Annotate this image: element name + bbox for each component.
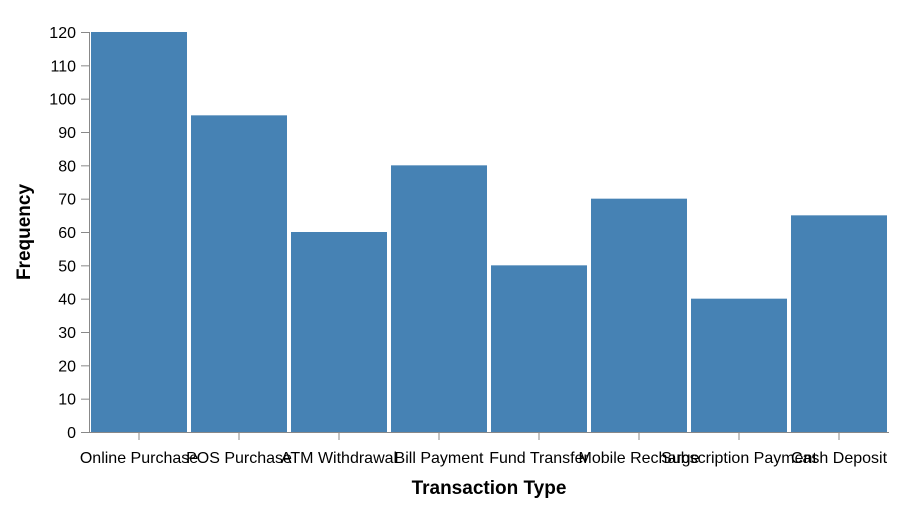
y-tick-label: 110	[50, 58, 76, 75]
bar-subscription-payment	[691, 298, 787, 432]
x-tick-label: ATM Withdrawal	[281, 450, 397, 467]
x-tick-label: Mobile Recharge	[579, 450, 700, 467]
x-axis-title: Transaction Type	[412, 478, 567, 499]
bar-mobile-recharge	[591, 198, 687, 432]
y-tick-label: 30	[58, 325, 76, 342]
x-tick-label: POS Purchase	[186, 450, 292, 467]
bar-bill-payment	[391, 165, 487, 433]
bar-pos-purchase	[191, 115, 287, 432]
y-tick-label: 20	[58, 358, 76, 375]
bar-fund-transfer	[491, 265, 587, 432]
x-tick-label: Subscription Payment	[661, 450, 817, 467]
x-tick-label: Fund Transfer	[489, 450, 589, 467]
y-tick-label: 50	[58, 258, 76, 275]
y-tick-label: 10	[58, 392, 76, 409]
bars-group	[91, 32, 887, 433]
x-tick-label: Online Purchase	[80, 450, 198, 467]
y-tick-label: 100	[49, 92, 76, 109]
y-tick-label: 120	[49, 25, 76, 42]
y-tick-label: 40	[58, 292, 76, 309]
x-tick-label: Cash Deposit	[791, 450, 888, 467]
y-tick-label: 80	[58, 158, 76, 175]
bar-cash-deposit	[791, 215, 887, 432]
y-axis-title: Frequency	[14, 184, 35, 281]
bar-atm-withdrawal	[291, 232, 387, 432]
y-axis: 0 10 20 30 40 50 60 70 80 90 100 110 120	[49, 25, 90, 442]
y-tick-label: 60	[58, 225, 76, 242]
y-tick-label: 70	[58, 192, 76, 209]
bar-online-purchase	[91, 32, 187, 432]
x-tick-label: Bill Payment	[395, 450, 484, 467]
y-tick-label: 90	[58, 125, 76, 142]
y-tick-label: 0	[67, 425, 76, 442]
